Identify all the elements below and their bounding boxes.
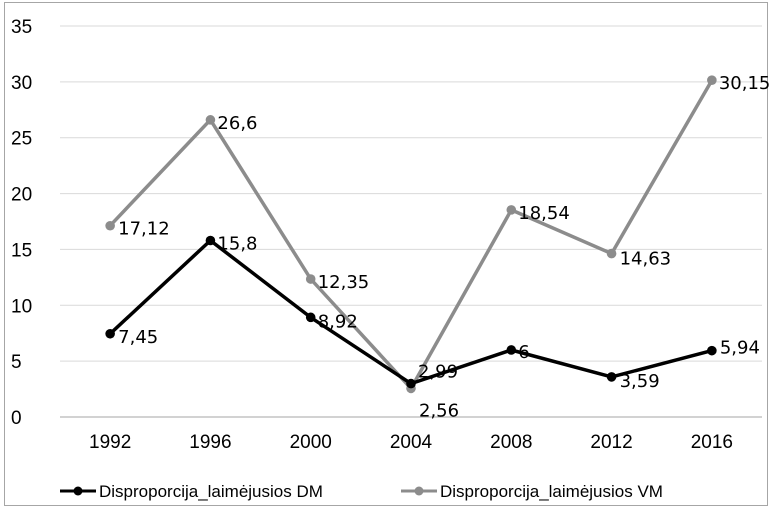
y-tick-label: 20: [11, 185, 32, 206]
x-tick-label: 2012: [590, 432, 632, 453]
chart-frame: [4, 2, 768, 506]
gridlines: [60, 25, 762, 418]
y-tick-label: 10: [11, 296, 32, 317]
data-point-vm: [205, 115, 216, 125]
data-point-vm: [707, 75, 717, 85]
legend-item-dm: Disproporcija_laimėjusios DM: [60, 482, 323, 501]
data-point-vm: [606, 248, 617, 259]
data-label-dm: 3,59: [620, 371, 660, 392]
legend-label-dm: Disproporcija_laimėjusios DM: [99, 482, 323, 501]
legend-marker-vm: [414, 486, 424, 496]
y-tick-label: 15: [11, 240, 32, 261]
y-tick-label: 30: [11, 73, 32, 94]
x-tick-label: 2004: [390, 432, 433, 453]
legend-marker-dm: [73, 486, 83, 496]
x-tick-label: 2008: [490, 432, 532, 453]
x-tick-label: 1992: [89, 432, 131, 453]
y-axis-tick-labels: 0 5 10 15 20 25 30 35: [11, 17, 32, 429]
data-label-vm: 2,56: [419, 400, 459, 421]
y-tick-label: 5: [11, 352, 22, 373]
data-label-dm: 2,99: [418, 362, 458, 383]
data-label-vm: 30,15: [719, 73, 770, 94]
data-label-dm: 6: [518, 342, 529, 363]
data-label-dm: 7,45: [118, 327, 158, 348]
y-tick-label: 0: [11, 408, 22, 429]
legend-label-vm: Disproporcija_laimėjusios VM: [440, 482, 663, 501]
data-label-vm: 17,12: [118, 219, 170, 240]
data-point-dm: [707, 345, 717, 356]
legend: Disproporcija_laimėjusios DM Disproporci…: [60, 482, 663, 501]
data-point-dm: [606, 372, 617, 382]
data-label-vm: 12,35: [318, 272, 370, 293]
data-point-vm: [105, 220, 115, 231]
series-lines: [105, 75, 717, 394]
data-label-dm: 5,94: [720, 338, 760, 359]
y-tick-label: 35: [11, 17, 32, 38]
data-point-dm: [406, 378, 416, 389]
data-label-dm: 15,8: [217, 233, 257, 254]
data-point-vm: [506, 205, 517, 215]
y-tick-label: 25: [11, 129, 32, 150]
data-label-dm: 8,92: [318, 311, 358, 332]
data-labels: 7,45 15,8 8,92 2,99 6 3,59 5,94 17,12 26,6 12,35 2…: [118, 73, 770, 421]
data-label-vm: 14,63: [620, 249, 672, 270]
x-axis-tick-labels: 1992 1996 2000 2004 2008 2012 2016: [89, 432, 733, 453]
data-point-dm: [105, 328, 115, 339]
x-tick-label: 1996: [189, 432, 231, 453]
data-point-dm: [205, 235, 216, 246]
x-tick-label: 2000: [290, 432, 332, 453]
x-tick-label: 2016: [691, 432, 733, 453]
series-line-vm: [108, 79, 714, 391]
legend-item-vm: Disproporcija_laimėjusios VM: [401, 482, 663, 501]
data-label-vm: 18,54: [518, 203, 570, 224]
data-point-dm: [506, 345, 517, 355]
data-label-vm: 26,6: [217, 113, 257, 134]
data-point-dm: [305, 312, 316, 323]
data-point-vm: [305, 274, 316, 284]
